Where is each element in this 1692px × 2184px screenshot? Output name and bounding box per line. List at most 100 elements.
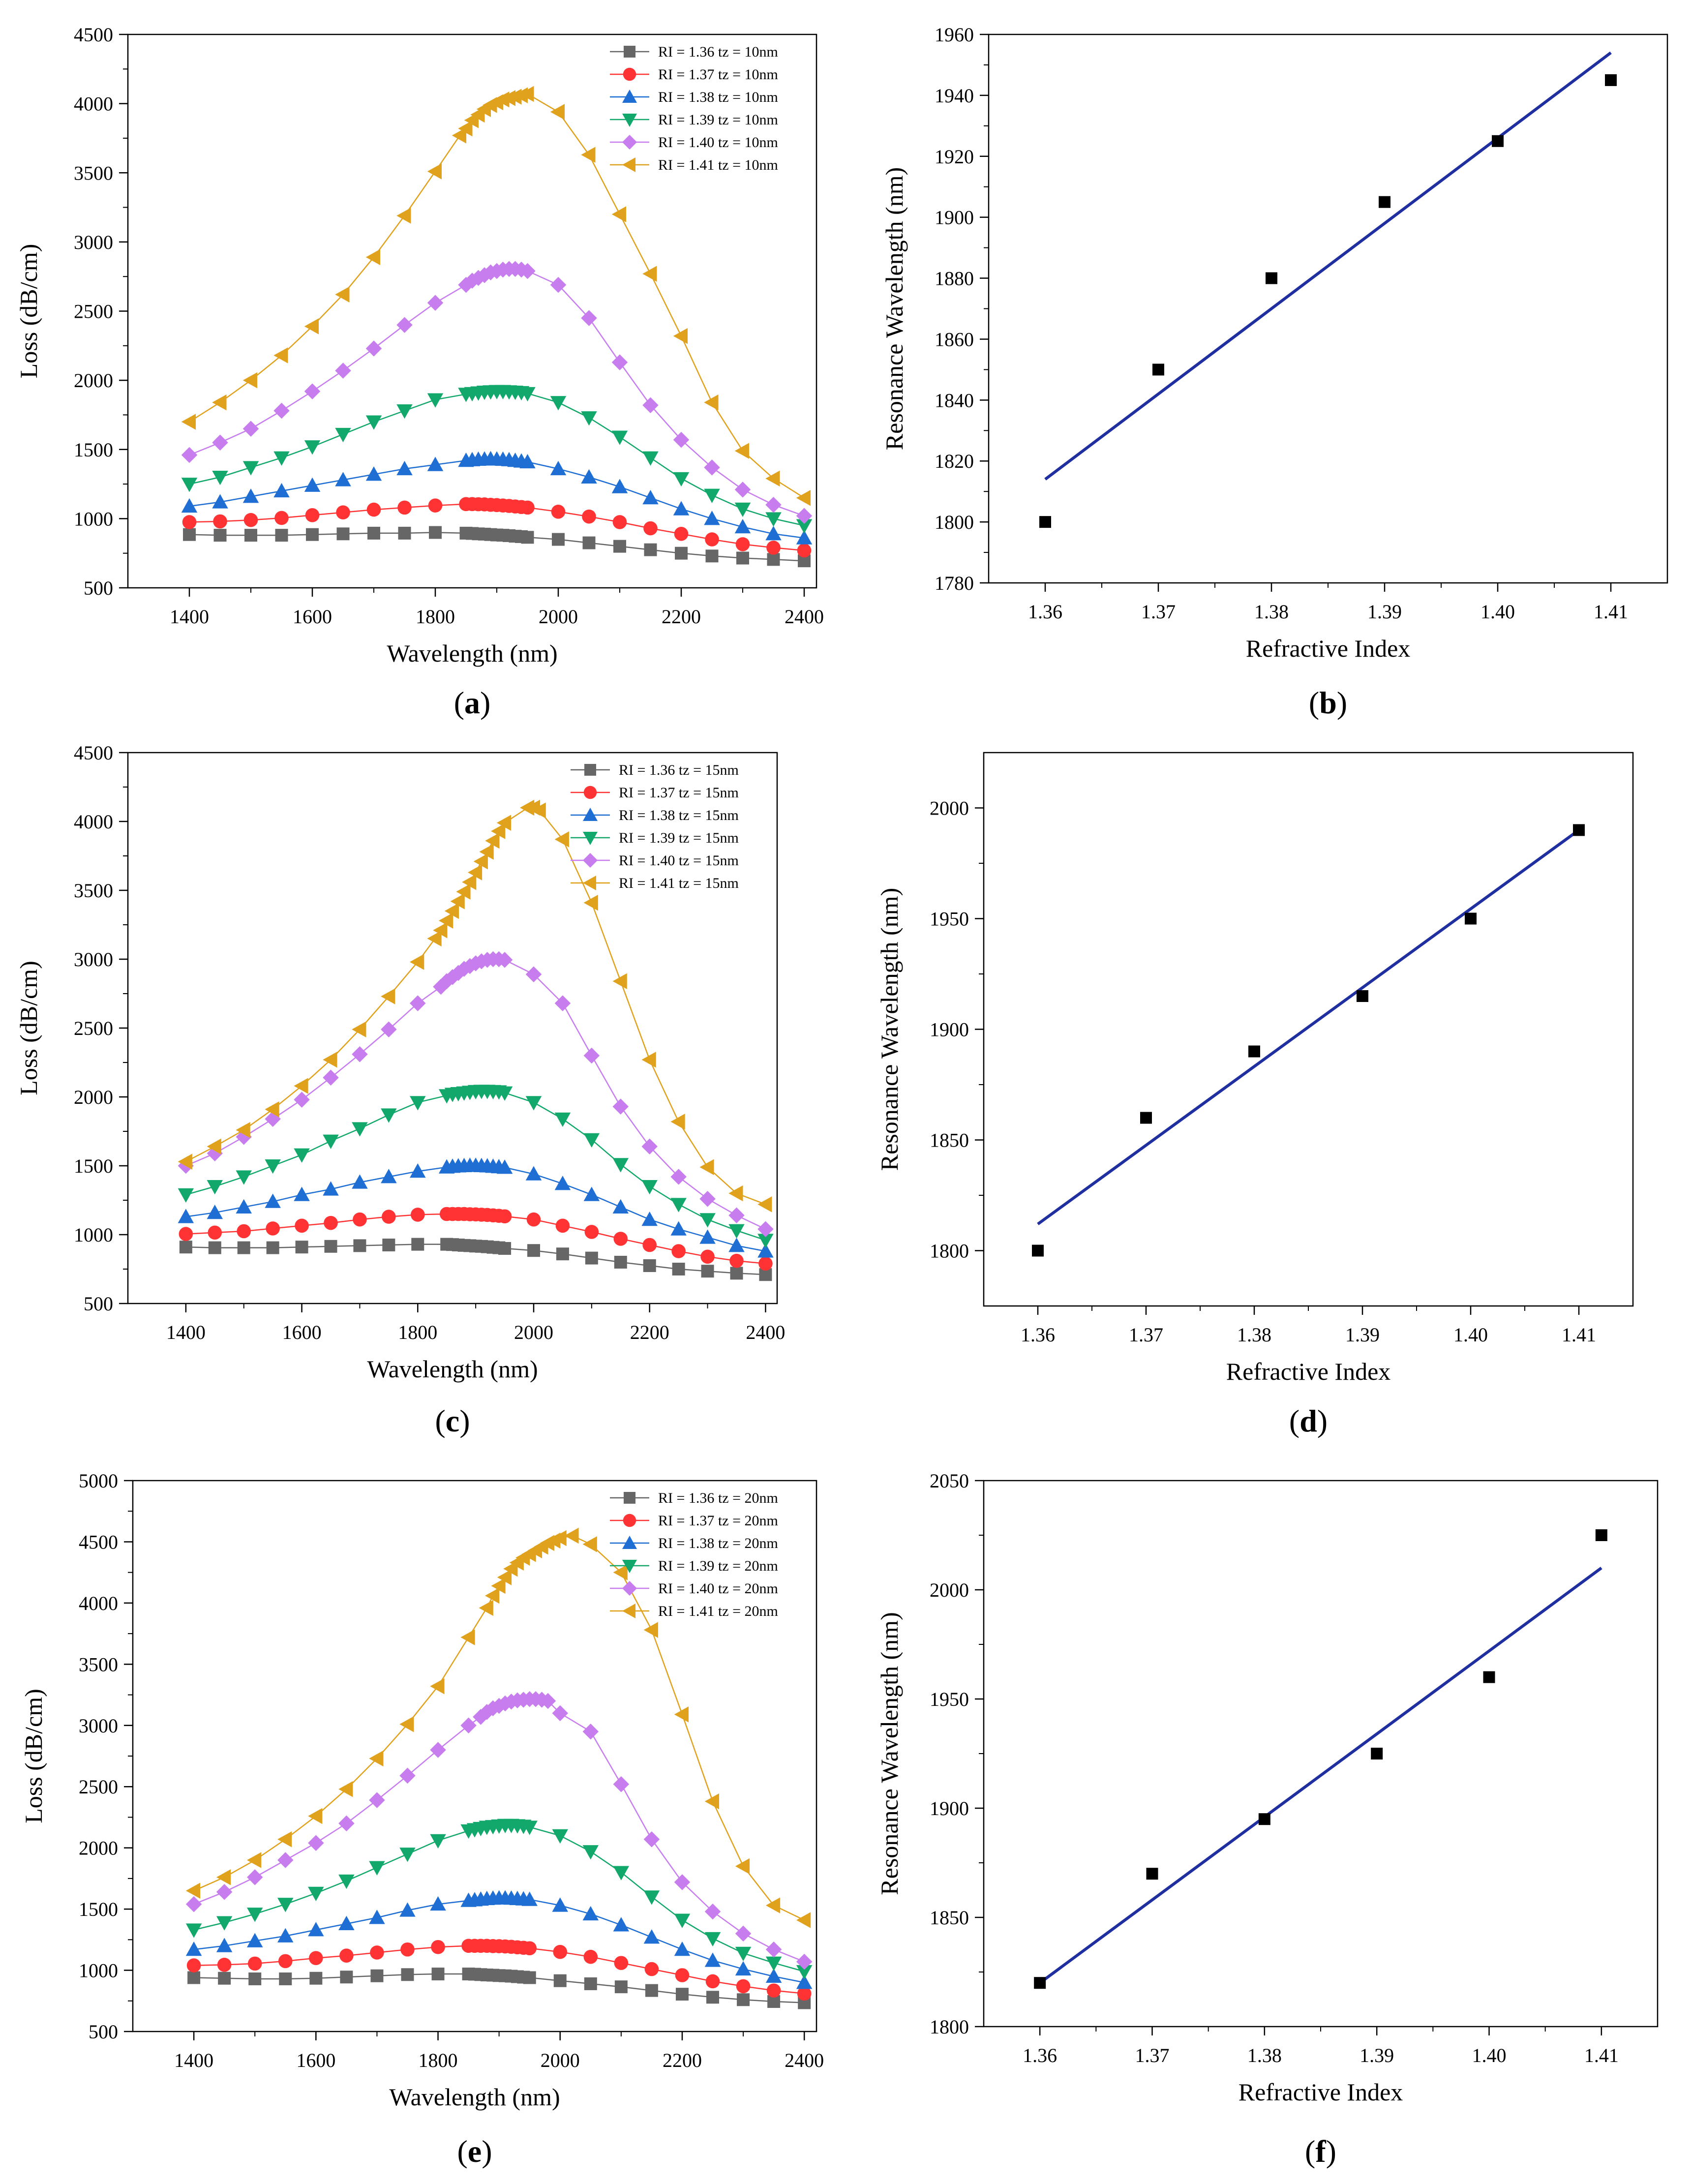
data-point [550, 104, 565, 120]
data-point [521, 1891, 538, 1906]
data-point [186, 1958, 201, 1972]
data-point [381, 1108, 397, 1123]
x-tick-label: 2200 [630, 1321, 669, 1343]
data-point [411, 1238, 424, 1251]
plot-frame [983, 752, 1634, 1307]
data-point [236, 1122, 250, 1138]
data-point [613, 1866, 630, 1881]
data-point [479, 1600, 493, 1616]
legend-marker [583, 876, 596, 890]
legend-marker [624, 46, 635, 58]
data-point [700, 1249, 715, 1264]
data-point [583, 1047, 600, 1064]
data-point [583, 894, 598, 911]
data-point [243, 513, 258, 527]
data-point [674, 1913, 691, 1928]
data-point [611, 354, 628, 370]
panel-caption: (d) [1289, 1403, 1328, 1438]
y-axis-title: Loss (dB/cm) [15, 244, 42, 379]
x-tick-label: 1.37 [1141, 601, 1176, 623]
data-point [675, 1968, 690, 1982]
x-tick-label: 2400 [785, 2049, 824, 2071]
legend-marker [583, 853, 598, 868]
x-tick-label: 1.36 [1023, 2044, 1057, 2066]
series-1 [179, 1207, 773, 1271]
data-point [581, 310, 597, 326]
data-point [294, 1092, 310, 1108]
x-tick-label: 1.40 [1472, 2044, 1507, 2066]
x-tick-label: 1600 [296, 2049, 335, 2071]
data-point [734, 519, 751, 534]
data-point [265, 1101, 279, 1118]
y-tick-label: 2500 [79, 1776, 118, 1798]
legend-label: RI = 1.41 tz = 20nm [658, 1603, 778, 1619]
series-0 [179, 1238, 772, 1281]
data-point [304, 477, 321, 492]
data-point [767, 553, 780, 566]
legend-marker [622, 114, 637, 127]
legend-marker [622, 157, 635, 172]
data-point [178, 1188, 194, 1203]
data-point [522, 1941, 537, 1956]
panel-c: 1400 1600 1800 2000 2200 2400 500 1000 1500 2000 2… [15, 742, 785, 1438]
data-point [336, 527, 350, 541]
x-tick-label: 1400 [166, 1321, 206, 1343]
data-point [675, 1988, 689, 2001]
y-tick-label: 1900 [930, 1797, 969, 1820]
data-point [704, 1903, 721, 1920]
x-tick-label: 1.39 [1367, 601, 1402, 623]
plot-frame [988, 33, 1668, 584]
data-point [479, 844, 494, 860]
data-point [705, 532, 719, 546]
data-point [181, 478, 198, 492]
data-point [1605, 74, 1617, 86]
y-tick-label: 1500 [74, 1155, 113, 1177]
data-point [1492, 135, 1504, 147]
data-point [410, 1208, 425, 1222]
data-point [1371, 1748, 1383, 1759]
data-point [736, 551, 749, 565]
data-point [582, 536, 596, 549]
x-tick-label: 1.40 [1453, 1324, 1488, 1346]
panel-letter: d [1299, 1403, 1317, 1438]
data-point [670, 1114, 685, 1130]
y-tick-label: 1860 [935, 328, 974, 350]
legend-label: RI = 1.41 tz = 10nm [658, 157, 778, 173]
data-point [438, 912, 453, 929]
y-axis-title: Resonance Wavelength (nm) [876, 888, 903, 1171]
data-point [381, 1169, 397, 1183]
data-point [527, 1244, 540, 1257]
series-0 [183, 526, 811, 568]
x-axis-title: Refractive Index [1246, 635, 1411, 662]
series-3 [185, 1819, 813, 1980]
y-tick-label: 1000 [74, 508, 113, 530]
legend: RI = 1.36 tz = 10nm RI = 1.37 tz = 10nm RI… [610, 44, 778, 173]
y-tick-label: 4000 [79, 1592, 118, 1614]
data-point [673, 431, 690, 448]
y-tick-label: 1840 [935, 389, 974, 411]
y-tick-label: 2000 [74, 369, 113, 392]
data-point [582, 1845, 599, 1860]
data-point [246, 1933, 263, 1947]
data-point [277, 1928, 294, 1942]
data-point [410, 1163, 426, 1178]
data-point [309, 1972, 323, 1985]
data-point [583, 1186, 600, 1201]
series-4 [185, 1691, 813, 1970]
data-point [1379, 196, 1390, 208]
data-point [430, 1742, 446, 1758]
data-point [1248, 1045, 1260, 1058]
data-point [178, 1153, 192, 1170]
data-point [382, 1210, 396, 1224]
data-point [670, 1221, 687, 1236]
data-point [491, 1577, 506, 1594]
data-point [525, 1166, 542, 1181]
data-point [521, 1820, 538, 1835]
panel-caption: (a) [454, 685, 491, 720]
data-point [266, 1221, 280, 1236]
legend-marker [622, 135, 637, 150]
linear-fit-line [1037, 829, 1580, 1225]
y-tick-label: 500 [84, 577, 113, 599]
data-point [484, 1587, 500, 1604]
data-point [338, 1781, 353, 1797]
